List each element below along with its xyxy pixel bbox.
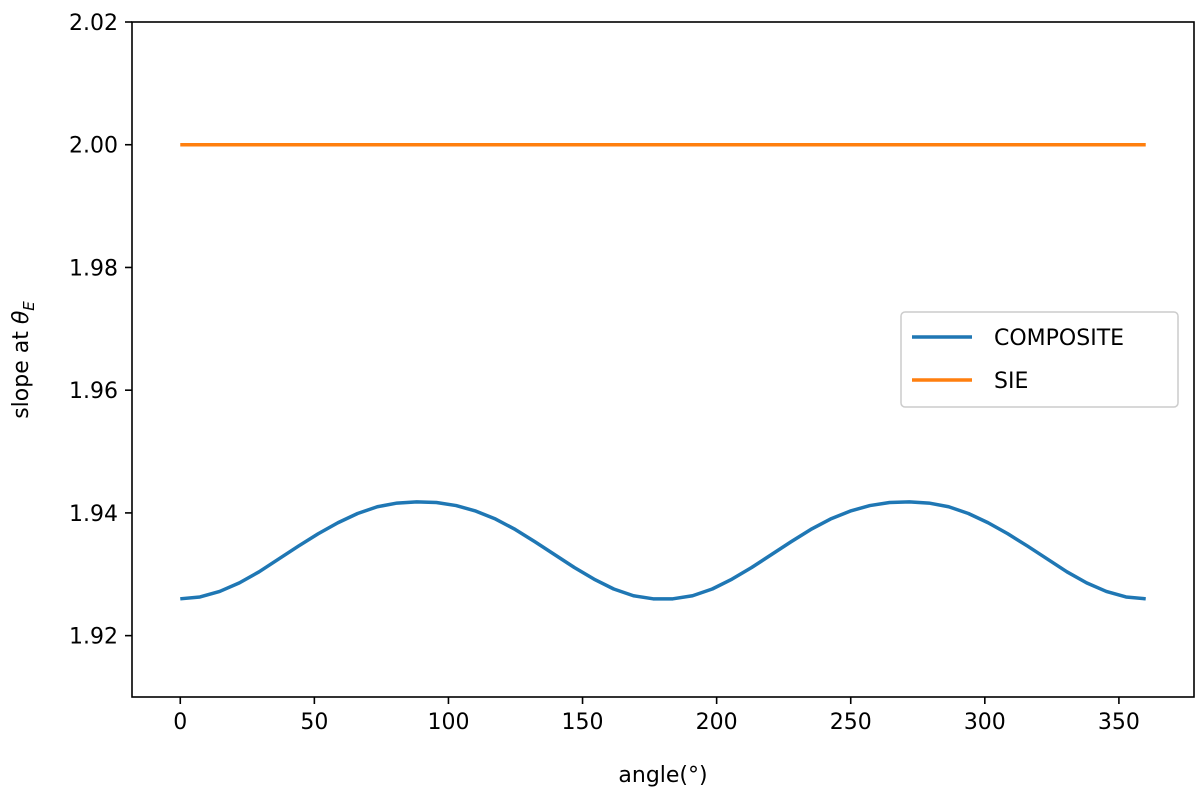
y-tick-label: 1.96 xyxy=(69,379,118,404)
series-line-composite xyxy=(180,500,1146,601)
x-tick-label: 250 xyxy=(830,710,872,735)
y-tick-label: 2.02 xyxy=(69,11,118,36)
y-axis-label: slope at θE xyxy=(9,301,38,419)
y-axis-ticks: 1.92 1.94 1.96 1.98 2.00 2.02 xyxy=(69,11,132,650)
y-tick-label: 2.00 xyxy=(69,134,118,159)
y-axis-label-symbol: θ xyxy=(9,310,34,324)
plot-frame xyxy=(131,21,1195,698)
x-axis-label: angle(°) xyxy=(618,763,707,788)
y-tick-label: 1.98 xyxy=(69,256,118,281)
y-axis-label-prefix: slope at xyxy=(9,324,34,419)
legend-label-sie: SIE xyxy=(994,369,1028,394)
legend: COMPOSITE SIE xyxy=(900,311,1179,408)
series-layer xyxy=(180,142,1146,601)
x-tick-label: 150 xyxy=(562,710,604,735)
y-tick-label: 1.94 xyxy=(69,502,118,527)
y-axis-label-subscript: E xyxy=(20,301,38,311)
x-tick-label: 50 xyxy=(300,710,328,735)
x-tick-label: 100 xyxy=(427,710,469,735)
x-axis-ticks: 0 50 100 150 200 250 300 350 xyxy=(173,697,1140,735)
x-tick-label: 200 xyxy=(696,710,738,735)
x-tick-label: 350 xyxy=(1098,710,1140,735)
x-tick-label: 300 xyxy=(964,710,1006,735)
y-tick-label: 1.92 xyxy=(69,625,118,650)
x-tick-label: 0 xyxy=(173,710,187,735)
legend-label-composite: COMPOSITE xyxy=(994,326,1124,351)
